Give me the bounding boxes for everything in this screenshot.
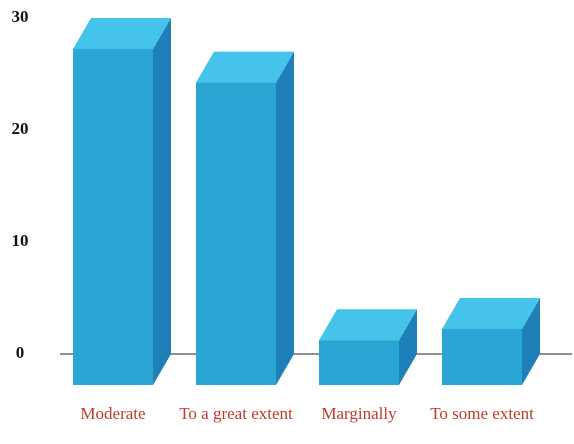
bar: [73, 18, 171, 385]
y-tick-label: 30: [12, 7, 29, 26]
y-tick-label: 20: [12, 119, 29, 138]
x-tick-label: Moderate: [80, 404, 145, 423]
bar-side: [153, 18, 171, 385]
bar-top: [196, 51, 294, 83]
bar-side: [276, 51, 294, 385]
x-tick-label: Marginally: [321, 404, 397, 423]
bar-front: [73, 49, 153, 385]
bar-front: [442, 329, 522, 385]
bar-side: [399, 309, 417, 385]
bar-top: [73, 18, 171, 49]
bar-front: [196, 82, 276, 385]
bar-front: [319, 340, 399, 385]
bar: [442, 298, 540, 385]
y-tick-label: 10: [12, 231, 29, 250]
bar: [319, 309, 417, 385]
bar-top: [442, 298, 540, 329]
x-tick-label: To a great extent: [179, 404, 293, 423]
bar-side: [522, 298, 540, 385]
y-tick-label: 0: [16, 343, 25, 362]
x-tick-label: To some extent: [430, 404, 534, 423]
bar-top: [319, 309, 417, 341]
bar: [196, 51, 294, 385]
